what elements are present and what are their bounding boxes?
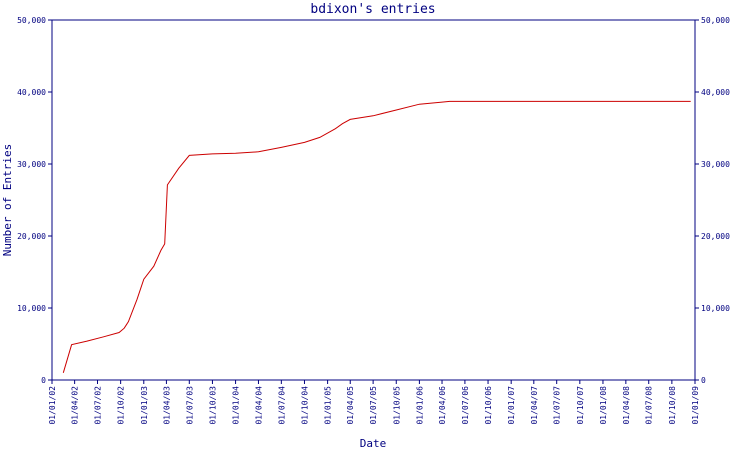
y-tick-label-left: 10,000	[17, 304, 46, 313]
y-tick-label-right: 20,000	[701, 232, 730, 241]
x-tick-label: 01/07/07	[553, 386, 562, 425]
x-tick-label: 01/07/03	[185, 386, 194, 425]
x-tick-label: 01/01/07	[507, 386, 516, 425]
x-tick-label: 01/10/08	[668, 386, 677, 425]
x-tick-label: 01/07/06	[461, 386, 470, 425]
x-tick-label: 01/01/09	[691, 386, 700, 425]
x-tick-label: 01/04/03	[162, 386, 171, 425]
y-tick-label-right: 30,000	[701, 160, 730, 169]
x-tick-label: 01/10/04	[300, 386, 309, 425]
x-tick-label: 01/01/04	[232, 386, 241, 425]
x-tick-label: 01/04/07	[530, 386, 539, 425]
x-tick-label: 01/01/05	[324, 386, 333, 425]
x-tick-label: 01/10/06	[484, 386, 493, 425]
x-tick-label: 01/04/06	[438, 386, 447, 425]
x-tick-label: 01/07/08	[645, 386, 654, 425]
x-tick-label: 01/10/03	[208, 386, 217, 425]
x-tick-label: 01/07/05	[369, 386, 378, 425]
series-line	[62, 100, 691, 373]
x-tick-label: 01/07/02	[94, 386, 103, 425]
y-tick-label-right: 40,000	[701, 88, 730, 97]
y-axis-left: 0 10,000 20,000 30,000 40,000 50,000	[17, 16, 52, 385]
x-tick-label: 01/04/05	[346, 386, 355, 425]
x-tick-label: 01/10/07	[576, 386, 585, 425]
y-tick-label-left: 20,000	[17, 232, 46, 241]
x-axis-label: Date	[360, 437, 387, 450]
x-tick-label: 01/04/08	[622, 386, 631, 425]
x-tick-label: 01/01/06	[415, 386, 424, 425]
y-tick-label-left: 50,000	[17, 16, 46, 25]
x-tick-label: 01/04/04	[254, 386, 263, 425]
x-tick-label: 01/01/08	[599, 386, 608, 425]
y-tick-label-right: 50,000	[701, 16, 730, 25]
y-tick-label-left: 30,000	[17, 160, 46, 169]
y-axis-label: Number of Entries	[1, 144, 14, 257]
x-tick-label: 01/10/05	[392, 386, 401, 425]
y-tick-label-left: 0	[41, 376, 46, 385]
x-tick-label: 01/10/02	[117, 386, 126, 425]
plot-area	[51, 19, 696, 381]
y-tick-label-right: 10,000	[701, 304, 730, 313]
x-tick-label: 01/01/03	[140, 386, 149, 425]
x-tick-label: 01/04/02	[71, 386, 80, 425]
y-tick-label-left: 40,000	[17, 88, 46, 97]
x-axis: 01/01/02 01/04/02 01/07/02 01/10/02 01/01/03…	[48, 380, 700, 425]
y-axis-right: 0 10,000 20,000 30,000 40,000 50,000	[695, 16, 730, 385]
chart-title: bdixon's entries	[310, 2, 435, 17]
x-tick-label: 01/01/02	[48, 386, 57, 425]
y-tick-label-right: 0	[701, 376, 706, 385]
x-tick-label: 01/07/04	[277, 386, 286, 425]
